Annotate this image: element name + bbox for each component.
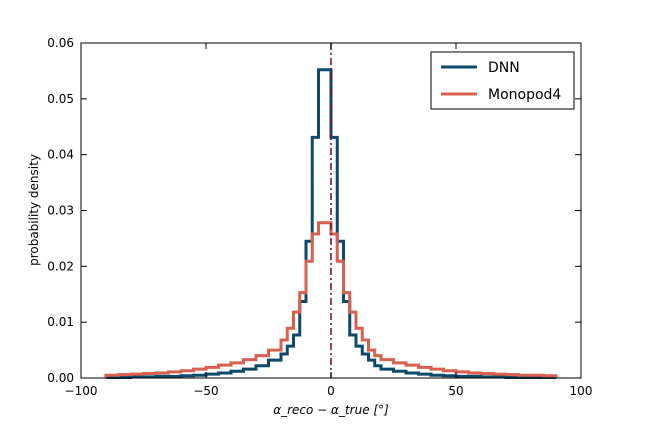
legend-label-dnn: DNN: [488, 60, 520, 76]
y-tick-label: 0.03: [47, 204, 74, 218]
x-tick-label: 100: [570, 384, 593, 398]
y-tick-label: 0.04: [47, 148, 74, 162]
x-tick-label: −50: [193, 384, 218, 398]
x-axis-label: α_reco − α_true [°]: [273, 403, 389, 417]
legend-box: [430, 51, 575, 110]
y-tick-label: 0.02: [47, 259, 74, 273]
x-tick-label: 50: [448, 384, 463, 398]
y-tick-label: 0.00: [47, 371, 74, 385]
y-tick-label: 0.06: [47, 36, 74, 50]
x-tick-label: 0: [327, 384, 335, 398]
legend-label-monopod4: Monopod4: [488, 87, 561, 103]
y-axis-label: probability density: [27, 154, 41, 266]
x-axis-ticks: −100 −50 0 50 100: [65, 43, 593, 398]
x-tick-label: −100: [65, 384, 98, 398]
legend: DNN Monopod4: [430, 51, 575, 110]
y-tick-label: 0.05: [47, 92, 74, 106]
y-axis-ticks: 0.00 0.01 0.02 0.03 0.04 0.05 0.06: [47, 36, 581, 385]
y-tick-label: 0.01: [47, 315, 74, 329]
